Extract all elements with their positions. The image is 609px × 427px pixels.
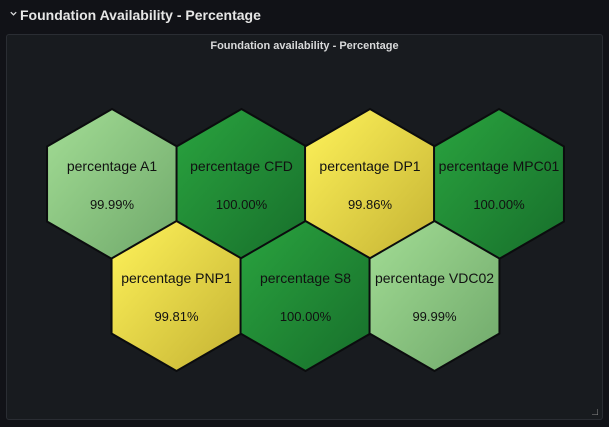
chevron-down-icon[interactable] xyxy=(9,9,18,18)
hexagon-value: 100.00% xyxy=(280,309,332,324)
hexagon-value: 99.99% xyxy=(412,309,457,324)
hexagon-label: percentage A1 xyxy=(67,158,158,174)
hexagon-label: percentage S8 xyxy=(260,270,351,286)
hexagon-tile[interactable]: percentage S8 100.00% xyxy=(239,219,372,373)
hexagon-value: 100.00% xyxy=(216,197,268,212)
hexagon-value: 99.86% xyxy=(348,197,393,212)
row-title[interactable]: Foundation Availability - Percentage xyxy=(20,7,261,23)
hexagon-label: percentage DP1 xyxy=(319,158,420,174)
hexagon-value: 99.81% xyxy=(154,309,199,324)
hexagon-label: percentage VDC02 xyxy=(375,270,494,286)
hexagon-tile[interactable]: percentage A1 99.99% xyxy=(46,107,178,261)
hexagon-value: 99.99% xyxy=(90,197,135,212)
panel-title[interactable]: Foundation availability - Percentage xyxy=(210,40,399,52)
row-header[interactable]: Foundation Availability - Percentage xyxy=(0,0,609,30)
hexagon-value: 100.00% xyxy=(473,197,525,212)
hexagon-label: percentage MPC01 xyxy=(439,158,560,174)
hexagon-tile[interactable]: percentage PNP1 99.81% xyxy=(110,219,243,373)
hexagon-label: percentage CFD xyxy=(190,158,293,174)
hexagon-shape[interactable] xyxy=(368,219,501,373)
hexagon-label: percentage PNP1 xyxy=(121,270,232,286)
hexagon-tile[interactable]: percentage VDC02 99.99% xyxy=(368,219,501,373)
